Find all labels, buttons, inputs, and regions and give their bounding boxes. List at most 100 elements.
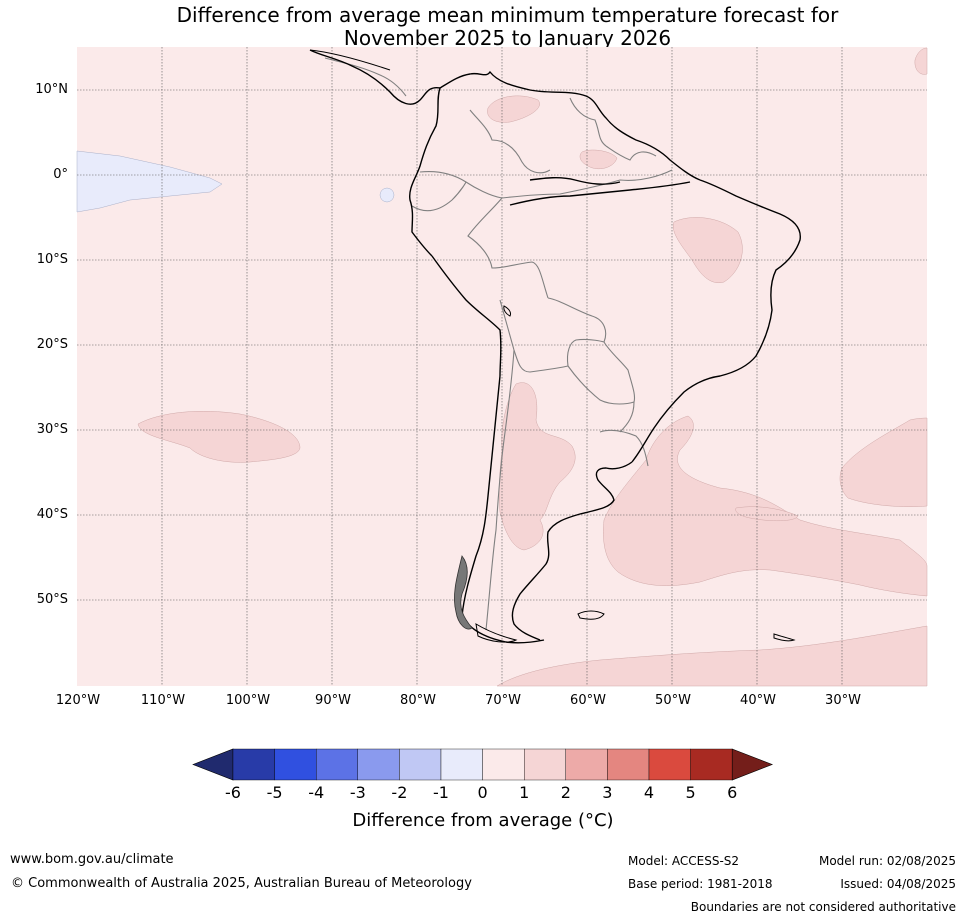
lon-label-100W: 100°W <box>225 693 271 708</box>
anomaly-region-negative-pacific <box>76 150 223 213</box>
lon-label-70W: 70°W <box>485 693 521 708</box>
colorbar-tick-label: -2 <box>391 783 408 802</box>
border-colombia-venezuela <box>469 109 551 174</box>
colorbar-swatch <box>316 748 359 781</box>
anomaly-region-ne-brazil <box>672 217 743 284</box>
anomaly-region-southern-ocean <box>496 625 928 687</box>
colorbar-label: Difference from average (°C) <box>352 810 614 831</box>
colorbar-extend-low <box>192 748 234 781</box>
colorbar-swatch <box>274 748 317 781</box>
colorbar-swatch <box>399 748 442 781</box>
lat-label-10S: 10°S <box>36 252 68 267</box>
colorbar-tick-label: 3 <box>602 783 613 802</box>
coast-atlantic-north-brazil <box>631 179 801 463</box>
coast-rio-de-la-plata <box>511 461 633 641</box>
coast-orinoco-river <box>529 177 621 185</box>
lon-label-120W: 120°W <box>55 693 101 708</box>
coast-central-america <box>309 49 441 105</box>
lat-label-50S: 50°S <box>36 592 68 607</box>
anomaly-region-argentina <box>498 382 576 551</box>
colorbar-swatch <box>482 748 525 781</box>
colorbar-tick-label: 1 <box>519 783 530 802</box>
chile-fjords <box>454 555 473 630</box>
lat-label-0: 0° <box>53 167 68 182</box>
lon-label-50W: 50°W <box>655 693 691 708</box>
colorbar-swatch <box>440 748 483 781</box>
colorbar-tick-label: -5 <box>266 783 283 802</box>
forecast-map <box>76 47 928 687</box>
coast-amazon-river <box>509 181 691 206</box>
colorbar-extend-high <box>731 748 774 781</box>
border-brazil-north <box>501 169 673 199</box>
anomaly-region-negative-galapagos <box>379 187 395 203</box>
footer-copyright: © Commonwealth of Australia 2025, Austra… <box>11 876 472 891</box>
border-guyana-suriname <box>605 145 657 161</box>
colorbar-tick-label: -6 <box>225 783 241 802</box>
border-paraguay-argentina <box>567 365 635 433</box>
lon-label-60W: 60°W <box>570 693 606 708</box>
colorbar-swatch <box>357 748 400 781</box>
island-tierra-del-fuego <box>475 623 518 643</box>
island-south-georgia <box>773 633 796 642</box>
anomaly-region-south-atlantic <box>603 415 928 597</box>
colorbar-tick-label: -4 <box>308 783 325 802</box>
lat-label-40S: 40°S <box>36 507 68 522</box>
footer-issued: Issued: 04/08/2025 <box>840 877 956 891</box>
colorbar-tick-label: -3 <box>349 783 366 802</box>
colorbar-swatch <box>690 748 733 781</box>
anomaly-region-mid-atlantic-strip <box>735 506 799 521</box>
border-brazil-uruguay <box>599 429 649 467</box>
border-bolivia-paraguay <box>566 338 605 367</box>
footer-base-period: Base period: 1981-2018 <box>628 877 773 891</box>
colorbar-swatch <box>648 748 691 781</box>
anomaly-region-far-east-atlantic <box>839 417 928 507</box>
colorbar-tick-label: 5 <box>685 783 696 802</box>
map-title: Difference from average mean minimum tem… <box>0 4 965 50</box>
lon-label-80W: 80°W <box>400 693 436 708</box>
anomaly-region-venezuela <box>487 95 540 123</box>
anomaly-region-guiana <box>579 149 618 169</box>
coast-peru <box>431 255 502 377</box>
colorbar-tick-label: 6 <box>727 783 738 802</box>
footer-website: www.bom.gov.au/climate <box>10 852 174 867</box>
colorbar-tick-label: -1 <box>433 783 449 802</box>
graticule <box>77 47 927 686</box>
lon-label-40W: 40°W <box>740 693 776 708</box>
footer-model-run: Model run: 02/08/2025 <box>818 854 956 868</box>
anomaly-region-north-atlantic <box>914 47 928 75</box>
coast-pacific-north <box>408 87 441 257</box>
islands <box>309 49 796 643</box>
border-venezuela-guyana <box>569 97 607 147</box>
footer-disclaimer: Boundaries are not considered authoritat… <box>690 900 956 914</box>
lon-label-30W: 30°W <box>825 693 861 708</box>
lake-titicaca <box>503 305 511 317</box>
border-peru-bolivia-chile <box>499 299 569 373</box>
lat-label-20S: 20°S <box>36 337 68 352</box>
chile-archipelago <box>454 555 473 630</box>
colorbar-swatch <box>565 748 608 781</box>
colorbar-tick-label: 2 <box>560 783 571 802</box>
lon-label-110W: 110°W <box>140 693 186 708</box>
coast-caribbean-north <box>439 70 701 181</box>
colorbar-tick-label: 4 <box>643 783 655 802</box>
colorbar-swatch <box>232 748 275 781</box>
lat-label-30S: 30°S <box>36 422 68 437</box>
border-chile-argentina <box>485 349 515 631</box>
colorbar-swatches <box>192 748 774 781</box>
border-central-america <box>324 57 407 97</box>
country-borders <box>324 57 673 631</box>
colorbar-swatch <box>607 748 650 781</box>
anomaly-regions-positive <box>137 47 928 687</box>
lon-label-90W: 90°W <box>315 693 351 708</box>
island-falklands <box>577 610 605 620</box>
footer-model: Model: ACCESS-S2 <box>628 854 740 868</box>
island-caribbean-cuba <box>309 49 391 71</box>
colorbar-swatch <box>524 748 567 781</box>
title-line-2: November 2025 to January 2026 <box>343 26 672 50</box>
border-ecuador-peru <box>411 181 467 212</box>
colorbar-tick-label: 0 <box>477 783 488 802</box>
lat-label-10N: 10°N <box>35 82 68 97</box>
anomaly-region-se-pacific <box>137 411 301 463</box>
title-line-1: Difference from average mean minimum tem… <box>176 3 839 27</box>
border-peru-brazil <box>467 197 549 299</box>
